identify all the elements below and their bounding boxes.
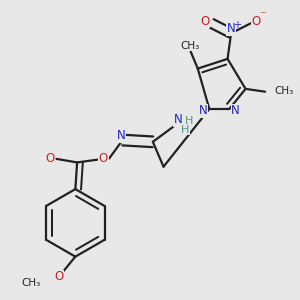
Text: ⁻: ⁻ xyxy=(260,9,266,22)
Text: CH₃: CH₃ xyxy=(21,278,40,288)
Text: N: N xyxy=(199,104,207,117)
Text: N: N xyxy=(227,22,236,35)
Text: N: N xyxy=(117,129,126,142)
Text: H: H xyxy=(185,116,194,126)
Text: O: O xyxy=(252,15,261,28)
Text: O: O xyxy=(200,15,210,28)
Text: CH₃: CH₃ xyxy=(180,41,200,51)
Text: O: O xyxy=(99,152,108,165)
Text: +: + xyxy=(233,20,242,31)
Text: O: O xyxy=(46,152,55,165)
Text: H: H xyxy=(181,125,189,135)
Text: O: O xyxy=(54,270,63,284)
Text: CH₃: CH₃ xyxy=(274,86,294,96)
Text: N: N xyxy=(231,104,240,117)
Text: N: N xyxy=(174,113,182,126)
